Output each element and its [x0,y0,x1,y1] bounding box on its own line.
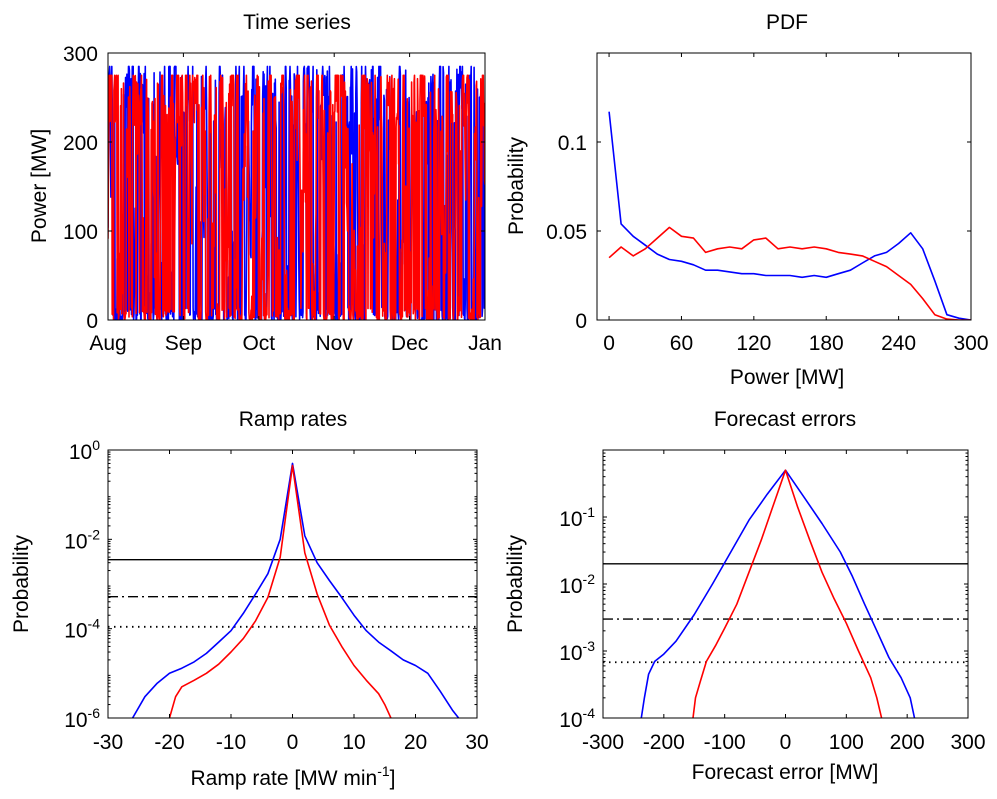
ytick-label-ramp: 10-4 [64,616,100,643]
ytick-label-pdf: 0 [575,310,587,333]
ylabel-pdf: Probability [505,136,528,235]
xlabel-ramp: Ramp rate [MW min-1] [191,763,396,790]
ytick-label-forecast: 10-3 [559,638,595,665]
xtick-label-forecast: -200 [643,731,685,754]
ticks-forecast: -300 -200 -100 0 100 200 300 10-4 10-3 10-2 10-1 [559,450,986,754]
ytick-label-time: 200 [63,132,98,155]
ytick-label-time: 300 [63,43,98,66]
ticks-ramp: -30 -20 -10 0 10 20 30 10-6 10-4 10-2 100 [64,437,488,754]
xtick-label-forecast: 200 [890,731,925,754]
xlabel-forecast: Forecast error [MW] [692,761,879,784]
xtick-label-ramp: -20 [154,731,184,754]
ramp-blue-line [131,462,460,718]
panel-ramp-rates: Ramp rates -30 -20 -10 0 10 20 30 10-6 10-4 10-2 1… [10,408,489,790]
xtick-label-pdf: 180 [809,332,844,355]
xtick-label-pdf: 0 [603,332,615,355]
xtick-label-time: Aug [89,332,126,355]
xtick-label-pdf: 300 [953,332,988,355]
ramp-red-line [168,464,392,718]
xtick-label-forecast: 100 [829,731,864,754]
xtick-label-ramp: 0 [287,731,299,754]
ytick-label-time: 100 [63,221,98,244]
forecast-red-line [692,469,883,718]
panel-forecast-errors: Forecast errors -300 -200 -100 0 100 200 300 10… [504,408,986,784]
xlabel-ramp-sup: -1 [377,763,390,779]
axes-box-time [107,52,486,321]
pdf-blue-line [608,111,971,320]
ytick-label-ramp: 10-2 [64,526,100,553]
xtick-label-time: Sep [165,332,202,355]
xtick-label-ramp: -30 [93,731,123,754]
xlabel-ramp-main: Ramp rate [MW min [191,767,378,790]
xtick-label-forecast: -100 [704,731,746,754]
xtick-label-time: Jan [468,332,502,355]
ytick-label-forecast: 10-2 [559,571,595,598]
xtick-label-forecast: -300 [582,731,624,754]
ticks-time: Aug Sep Oct Nov Dec Jan 0 100 200 300 [63,43,502,355]
ylabel-time: Power [MW] [28,129,51,243]
xtick-label-ramp: 30 [465,731,488,754]
xtick-label-time: Nov [316,332,354,355]
series-group-time [108,65,485,320]
series-group-pdf [608,111,971,320]
xtick-label-pdf: 60 [670,332,693,355]
ytick-label-forecast: 10-1 [559,504,595,531]
time-series-red-line [108,74,485,320]
xtick-label-ramp: 20 [404,731,427,754]
ytick-label-time: 0 [86,310,98,333]
xtick-label-pdf: 120 [736,332,771,355]
title-pdf: PDF [766,11,808,34]
panel-pdf: PDF 0 60 120 180 240 300 0 0.05 0.1 Power [MW] P… [505,11,989,389]
ytick-label-ramp: 100 [69,437,100,464]
xtick-label-ramp: 10 [342,731,365,754]
ytick-label-forecast: 10-4 [559,705,595,732]
ylabel-forecast: Probability [504,534,527,633]
xtick-label-forecast: 300 [950,731,985,754]
ytick-label-ramp: 10-6 [64,705,100,732]
ticks-pdf: 0 60 120 180 240 300 0 0.05 0.1 [546,53,989,355]
xlabel-pdf: Power [MW] [730,366,844,389]
ytick-label-pdf: 0.05 [546,221,587,244]
title-time-series: Time series [243,11,351,34]
title-forecast: Forecast errors [714,408,856,431]
xlabel-ramp-suffix: ] [390,767,396,790]
series-group-ramp [108,462,477,718]
title-ramp: Ramp rates [239,408,348,431]
xtick-label-forecast: 0 [780,731,792,754]
panel-time-series: Time series Aug Sep Oct Nov Dec Jan 0 100 200 300… [28,11,502,355]
series-group-forecast [603,469,968,718]
ylabel-ramp: Probability [10,534,33,633]
axes-box-forecast [602,449,969,719]
xtick-label-time: Dec [391,332,428,355]
pdf-red-line [608,226,971,320]
axes-box-pdf [596,52,972,321]
ytick-label-pdf: 0.1 [558,132,587,155]
forecast-blue-line [640,469,916,718]
xtick-label-time: Oct [242,332,275,355]
xtick-label-pdf: 240 [881,332,916,355]
xtick-label-ramp: -10 [216,731,246,754]
